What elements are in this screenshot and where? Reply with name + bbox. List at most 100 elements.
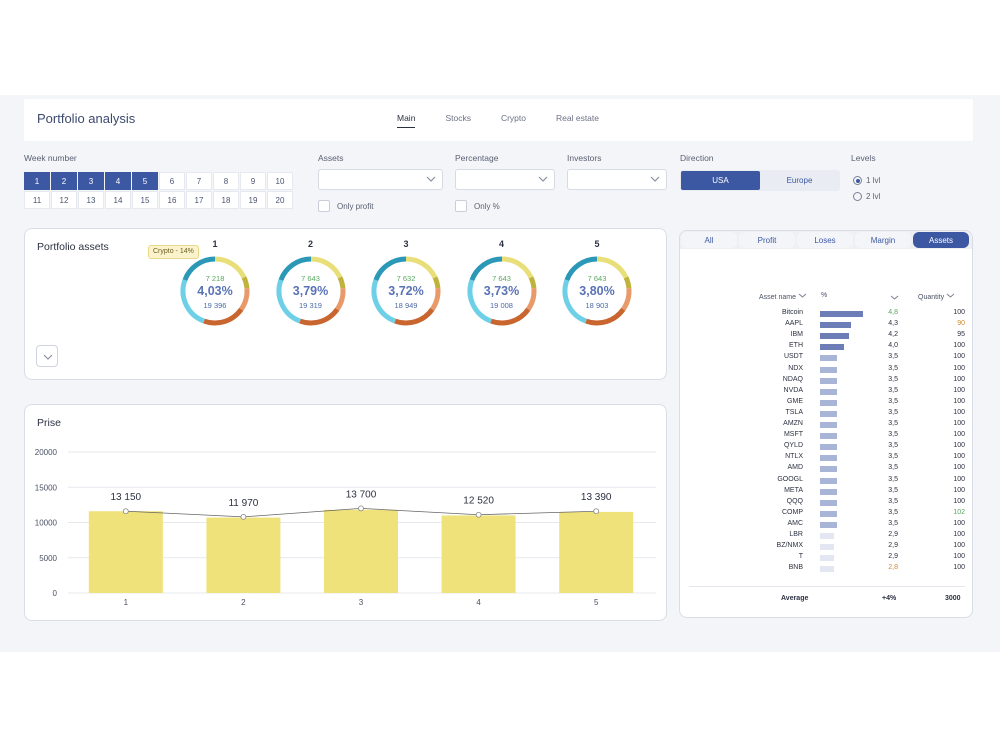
table-row[interactable]: LBR 2,9 100 bbox=[690, 531, 970, 542]
donut-bottom-value: 19 319 bbox=[299, 301, 322, 310]
assets-select[interactable] bbox=[318, 169, 443, 190]
chevron-down-icon[interactable] bbox=[890, 294, 899, 301]
donut-segment bbox=[525, 287, 536, 311]
asset-quantity: 100 bbox=[953, 386, 965, 394]
col-quantity[interactable]: Quantity bbox=[918, 292, 955, 301]
donut-ring: 7 643 3,80% 18 903 bbox=[560, 254, 634, 328]
donut-1[interactable]: 1 7 218 4,03% 19 396 bbox=[178, 239, 252, 328]
asset-name: NTLX bbox=[785, 453, 803, 461]
donut-5[interactable]: 5 7 643 3,80% 18 903 bbox=[560, 239, 634, 328]
donut-percent: 3,73% bbox=[483, 284, 520, 298]
table-row[interactable]: TSLA 3,5 100 bbox=[690, 409, 970, 420]
table-row[interactable]: IBM 4,2 95 bbox=[690, 331, 970, 342]
week-6-button[interactable]: 6 bbox=[159, 172, 185, 190]
table-row[interactable]: BZ/NMX 2,9 100 bbox=[690, 542, 970, 553]
tab-main[interactable]: Main bbox=[397, 113, 416, 128]
donut-segment bbox=[621, 287, 632, 311]
week-3-button[interactable]: 3 bbox=[78, 172, 104, 190]
week-18-button[interactable]: 18 bbox=[213, 191, 239, 209]
table-row[interactable]: ETH 4,0 100 bbox=[690, 342, 970, 353]
expand-button[interactable] bbox=[36, 345, 58, 367]
table-row[interactable]: GOOGL 3,5 100 bbox=[690, 476, 970, 487]
asset-quantity: 100 bbox=[953, 375, 965, 383]
tab-profit[interactable]: Profit bbox=[739, 232, 795, 248]
percent-bar bbox=[820, 544, 834, 551]
week-7-button[interactable]: 7 bbox=[186, 172, 212, 190]
week-10-button[interactable]: 10 bbox=[267, 172, 293, 190]
tab-margin[interactable]: Margin bbox=[855, 232, 911, 248]
percentage-select[interactable] bbox=[455, 169, 555, 190]
table-row[interactable]: AMC 3,5 100 bbox=[690, 520, 970, 531]
donut-top-value: 7 632 bbox=[396, 274, 416, 283]
table-row[interactable]: MSFT 3,5 100 bbox=[690, 431, 970, 442]
donut-chart bbox=[180, 256, 250, 326]
donut-segment bbox=[180, 279, 206, 324]
asset-name: USDT bbox=[783, 353, 803, 361]
donut-chart bbox=[371, 256, 441, 326]
tab-stocks[interactable]: Stocks bbox=[445, 113, 471, 123]
donut-percent: 3,80% bbox=[579, 284, 615, 298]
table-row[interactable]: NDX 3,5 100 bbox=[690, 365, 970, 376]
week-20-button[interactable]: 20 bbox=[267, 191, 293, 209]
asset-name: ETH bbox=[789, 342, 803, 350]
week-5-button[interactable]: 5 bbox=[132, 172, 158, 190]
table-row[interactable]: NVDA 3,5 100 bbox=[690, 387, 970, 398]
table-row[interactable]: META 3,5 100 bbox=[690, 487, 970, 498]
y-tick-label: 10000 bbox=[35, 519, 58, 528]
x-tick-label: 2 bbox=[241, 598, 246, 607]
col-asset-name[interactable]: Asset name bbox=[759, 292, 807, 301]
week-9-button[interactable]: 9 bbox=[240, 172, 266, 190]
week-11-button[interactable]: 11 bbox=[24, 191, 50, 209]
table-row[interactable]: QYLD 3,5 100 bbox=[690, 442, 970, 453]
asset-name: AMD bbox=[787, 464, 803, 472]
table-row[interactable]: NDAQ 3,5 100 bbox=[690, 376, 970, 387]
level-2-radio[interactable]: 2 lvl bbox=[853, 192, 880, 201]
percentage-label: Percentage bbox=[455, 153, 499, 163]
direction-usa-button[interactable]: USA bbox=[681, 171, 760, 190]
table-row[interactable]: BNB 2,8 100 bbox=[690, 564, 970, 575]
week-14-button[interactable]: 14 bbox=[105, 191, 131, 209]
tab-crypto[interactable]: Crypto bbox=[500, 113, 526, 123]
table-row[interactable]: AMD 3,5 100 bbox=[690, 464, 970, 475]
week-15-button[interactable]: 15 bbox=[132, 191, 158, 209]
tab-real-estate[interactable]: Real estate bbox=[556, 113, 599, 123]
week-4-button[interactable]: 4 bbox=[105, 172, 131, 190]
week-19-button[interactable]: 19 bbox=[240, 191, 266, 209]
table-row[interactable]: USDT 3,5 100 bbox=[690, 353, 970, 364]
week-13-button[interactable]: 13 bbox=[78, 191, 104, 209]
week-17-button[interactable]: 17 bbox=[186, 191, 212, 209]
donut-2[interactable]: 2 7 643 3,79% 19 319 bbox=[274, 239, 348, 328]
table-row[interactable]: COMP 3,5 102 bbox=[690, 509, 970, 520]
table-row[interactable]: NTLX 3,5 100 bbox=[690, 453, 970, 464]
tab-all[interactable]: All bbox=[681, 232, 737, 248]
table-row[interactable]: AAPL 4,3 90 bbox=[690, 320, 970, 331]
level-1-radio[interactable]: 1 lvl bbox=[853, 176, 880, 185]
percent-bar bbox=[820, 344, 844, 351]
y-tick-label: 0 bbox=[53, 589, 58, 598]
tab-loses[interactable]: Loses bbox=[797, 232, 853, 248]
donut-4[interactable]: 4 7 643 3,73% 19 008 bbox=[465, 239, 539, 328]
percent-bar bbox=[820, 455, 837, 462]
investors-select[interactable] bbox=[567, 169, 667, 190]
week-2-button[interactable]: 2 bbox=[51, 172, 77, 190]
table-row[interactable]: GME 3,5 100 bbox=[690, 398, 970, 409]
percent-bar bbox=[820, 366, 837, 373]
asset-quantity: 100 bbox=[953, 453, 965, 461]
tab-assets[interactable]: Assets bbox=[913, 232, 969, 248]
donut-3[interactable]: 3 7 632 3,72% 18 949 bbox=[369, 239, 443, 328]
data-label: 13 150 bbox=[111, 492, 142, 503]
table-row[interactable]: QQQ 3,5 100 bbox=[690, 498, 970, 509]
week-16-button[interactable]: 16 bbox=[159, 191, 185, 209]
week-1-button[interactable]: 1 bbox=[24, 172, 50, 190]
asset-name: T bbox=[798, 553, 803, 561]
week-12-button[interactable]: 12 bbox=[51, 191, 77, 209]
week-8-button[interactable]: 8 bbox=[213, 172, 239, 190]
chevron-down-icon bbox=[650, 176, 660, 182]
only-percent-checkbox[interactable]: Only % bbox=[455, 200, 500, 212]
table-row[interactable]: T 2,9 100 bbox=[690, 553, 970, 564]
asset-quantity: 100 bbox=[953, 397, 965, 405]
direction-europe-button[interactable]: Europe bbox=[786, 176, 813, 185]
table-row[interactable]: AMZN 3,5 100 bbox=[690, 420, 970, 431]
only-profit-checkbox[interactable]: Only profit bbox=[318, 200, 373, 212]
table-row[interactable]: Bitcoin 4,8 100 bbox=[690, 309, 970, 320]
